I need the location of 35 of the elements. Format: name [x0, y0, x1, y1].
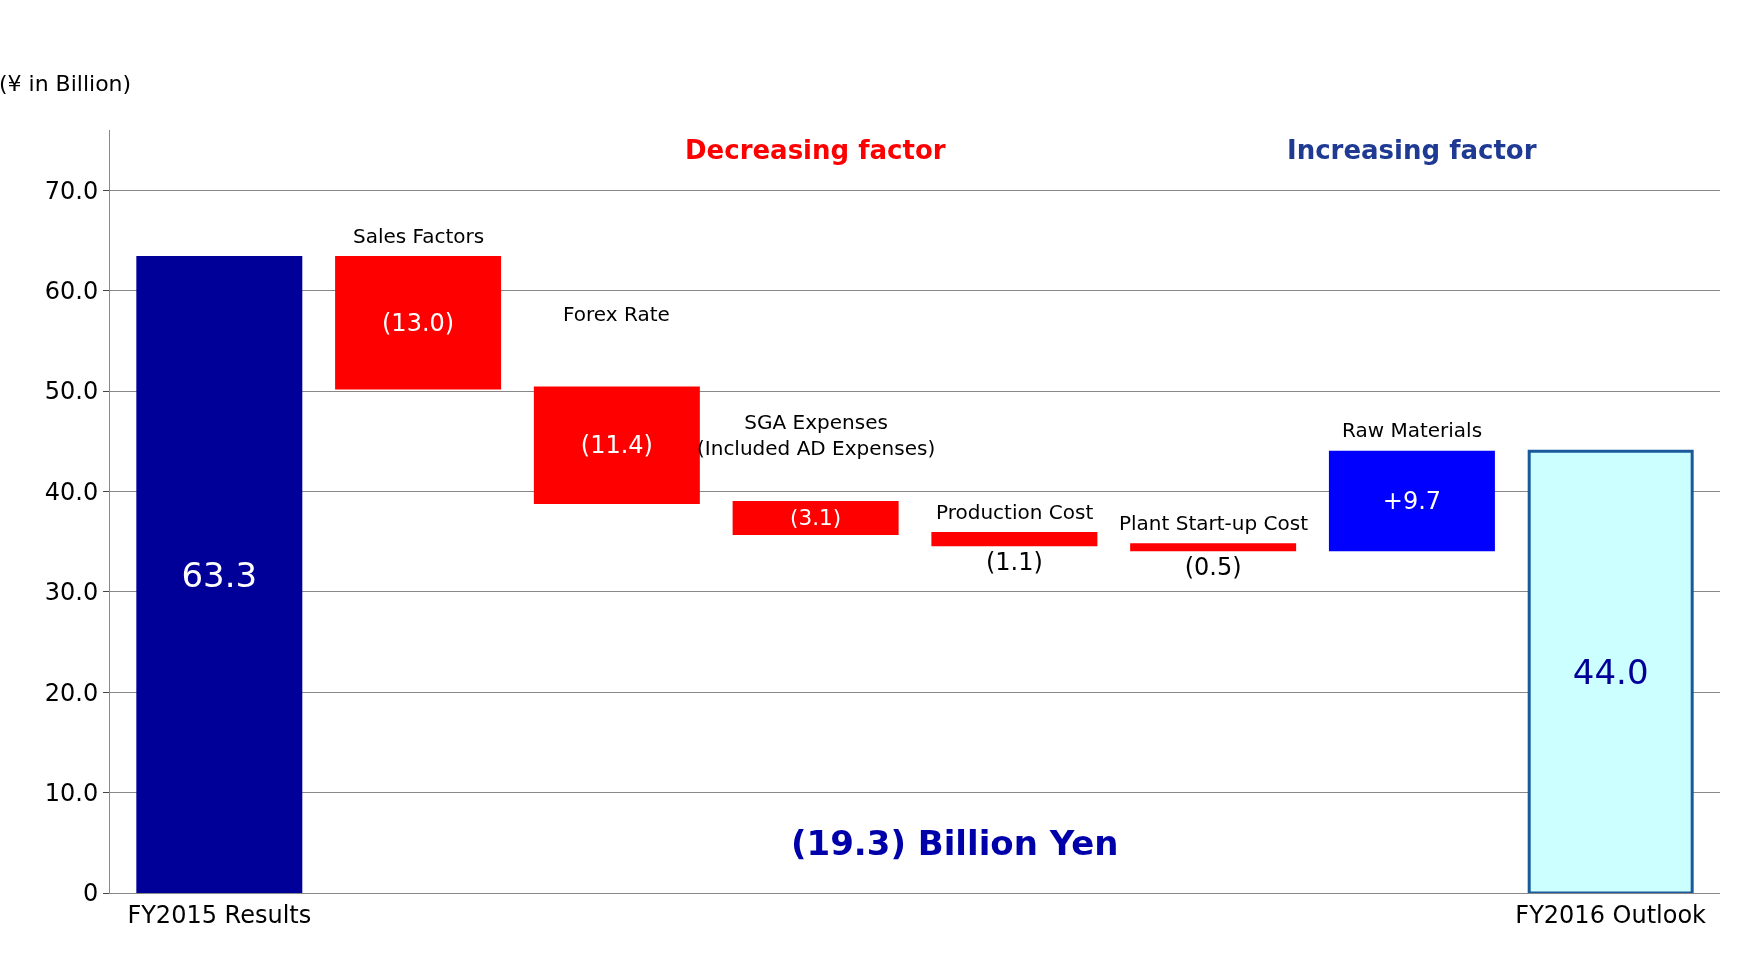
- bar: [1130, 543, 1297, 552]
- bar: [931, 532, 1098, 547]
- data-label: (3.1): [790, 505, 842, 531]
- y-tick-label: 10.0: [44, 779, 99, 808]
- bar: [732, 500, 899, 536]
- annotation: (19.3) Billion Yen: [791, 823, 1119, 863]
- y-tick-label: 20.0: [44, 678, 99, 707]
- annotation: Sales Factors: [353, 224, 485, 248]
- annotation: Decreasing factor: [685, 135, 946, 165]
- annotation: Production Cost: [936, 500, 1094, 524]
- data-label: 44.0: [1572, 652, 1649, 693]
- y-tick-label: 50.0: [44, 377, 99, 406]
- y-tick-label: 40.0: [44, 477, 99, 506]
- bar: [533, 386, 700, 504]
- annotation: Raw Materials: [1342, 418, 1483, 442]
- x-tick-label: FY2016 Outlook: [1515, 900, 1707, 929]
- data-label: (11.4): [580, 431, 653, 460]
- data-label: 63.3: [181, 555, 258, 596]
- y-tick-label: 30.0: [44, 578, 99, 607]
- annotation: Increasing factor: [1287, 135, 1537, 165]
- data-label: (13.0): [382, 308, 455, 337]
- y-tick-label: 60.0: [44, 277, 99, 306]
- bar: [335, 256, 502, 390]
- x-tick-label: FY2015 Results: [127, 900, 312, 929]
- bar: [136, 256, 303, 893]
- y-tick-label: 0: [82, 879, 99, 908]
- y-tick-label: 70.0: [44, 176, 99, 205]
- data-label: (1.1): [985, 547, 1043, 576]
- bar: [1328, 450, 1495, 552]
- annotation: Plant Start-up Cost: [1119, 511, 1309, 535]
- y-axis-title: (¥ in Billion): [0, 71, 132, 96]
- annotation: Forex Rate: [563, 302, 670, 326]
- data-label: +9.7: [1382, 486, 1442, 515]
- data-label: (0.5): [1184, 552, 1242, 581]
- bar: [1527, 449, 1694, 893]
